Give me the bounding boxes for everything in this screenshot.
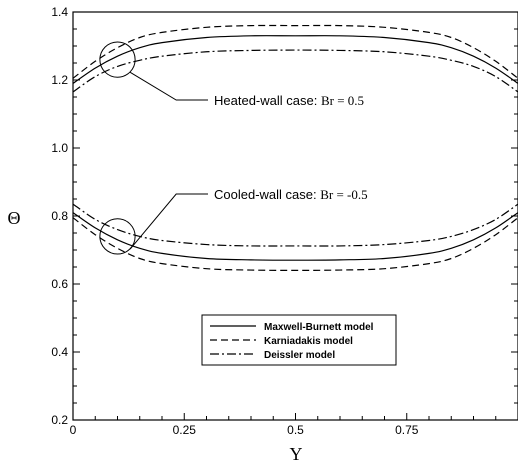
- heated-leader-line: [129, 71, 208, 101]
- y-tick-label: 0.2: [51, 413, 68, 427]
- x-tick-label: 0.75: [395, 423, 419, 437]
- cooled-annotation-prefix: Cooled-wall case:: [214, 187, 320, 202]
- y-tick-label: 1.0: [51, 141, 68, 155]
- series-karniadakis-model-heated: [72, 24, 518, 79]
- series-maxwell-burnett-model-heated: [72, 35, 518, 84]
- cooled-leader-line: [129, 193, 208, 250]
- series-layer: [72, 24, 518, 272]
- heated-annotation-label: Heated-wall case: Br = 0.5: [214, 93, 364, 108]
- heated-annotation-br: Br = 0.5: [321, 93, 364, 108]
- y-tick-label: 0.4: [51, 345, 68, 359]
- cooled-annotation-br: Br = -0.5: [320, 187, 367, 202]
- legend: Maxwell-Burnett model Karniadakis model …: [201, 314, 397, 366]
- x-tick-label: 0.5: [287, 423, 304, 437]
- annotation-layer: Heated-wall case: Br = 0.5 Cooled-wall c…: [99, 41, 368, 255]
- y-axis-title: Θ: [8, 208, 21, 228]
- y-tick-label: 1.4: [51, 5, 68, 19]
- legend-label-karniadakis: Karniadakis model: [264, 336, 353, 347]
- series-deissler-model-cooled: [72, 203, 518, 247]
- series-karniadakis-model-cooled: [72, 217, 518, 272]
- legend-label-maxwell-burnett: Maxwell-Burnett model: [264, 322, 374, 333]
- heated-circle-marker: [99, 41, 136, 78]
- y-tick-label: 1.2: [51, 73, 68, 87]
- axes-layer: 0 0.25 0.5 0.75 0.2 0.4 0.6 0.8 1.0 1.2 1.4: [51, 5, 518, 437]
- x-tick-label: 0.25: [173, 423, 197, 437]
- heated-annotation-prefix: Heated-wall case:: [214, 93, 321, 108]
- series-maxwell-burnett-model-cooled: [72, 212, 518, 261]
- cooled-circle-marker: [99, 218, 136, 255]
- y-tick-label: 0.8: [51, 209, 68, 223]
- cooled-annotation-label: Cooled-wall case: Br = -0.5: [214, 187, 368, 202]
- series-deissler-model-heated: [72, 49, 518, 93]
- legend-label-deissler: Deissler model: [264, 350, 335, 361]
- x-axis-title: Y: [290, 444, 303, 464]
- y-tick-label: 0.6: [51, 277, 68, 291]
- x-tick-label: 0: [70, 423, 77, 437]
